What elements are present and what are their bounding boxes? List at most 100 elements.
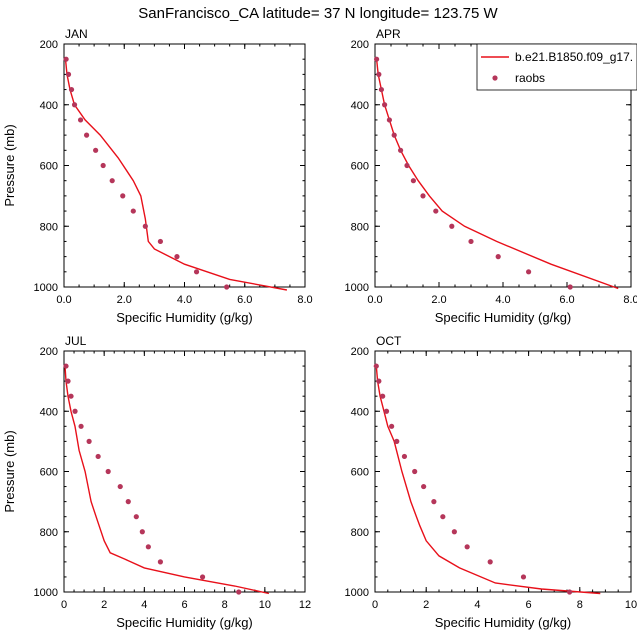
raobs-point (451, 529, 457, 535)
raobs-point (193, 269, 200, 275)
raobs-point (71, 102, 78, 108)
y-axis-label: Pressure (mb) (2, 124, 17, 206)
x-tick-label: 10 (625, 599, 637, 611)
x-tick-label: 0.0 (367, 294, 382, 306)
raobs-point (68, 393, 74, 399)
raobs-point (63, 56, 69, 62)
x-tick-label: 8 (577, 599, 583, 611)
y-tick-label: 200 (40, 346, 58, 358)
raobs-point (77, 117, 84, 123)
raobs-point (224, 284, 230, 290)
raobs-point (199, 574, 206, 580)
raobs-point (520, 574, 527, 580)
y-axis-label: Pressure (mb) (2, 430, 17, 512)
raobs-point (401, 453, 408, 460)
raobs-point (566, 589, 573, 595)
y-tick-label: 200 (351, 346, 369, 358)
raobs-point (174, 254, 180, 260)
raobs-point (133, 514, 139, 520)
y-tick-label: 200 (351, 39, 369, 51)
model-line (64, 366, 270, 595)
raobs-point (420, 193, 426, 199)
panel-oct: OCT 0 2 4 6 8 10 200 400 600 800 1000 Specific Humid… (345, 334, 637, 630)
raobs-point (376, 378, 382, 384)
raobs-point (95, 453, 101, 460)
raobs-point (139, 529, 145, 535)
legend-raobs-label: raobs (515, 71, 545, 85)
y-tick-label: 800 (40, 527, 58, 539)
y-tick-label: 400 (40, 100, 58, 112)
x-axis-label: Specific Humidity (g/kg) (435, 310, 572, 325)
raobs-point (383, 408, 390, 414)
raobs-point (431, 499, 437, 505)
x-tick-label: 4 (141, 599, 147, 611)
raobs-point (65, 378, 71, 384)
x-tick-label: 0 (372, 599, 378, 611)
raobs-point (157, 559, 163, 565)
plot-frame (63, 350, 306, 593)
x-tick-label: 0.0 (56, 294, 71, 306)
raobs-point (68, 86, 75, 93)
raobs-point (526, 269, 532, 275)
raobs-point (440, 514, 446, 520)
raobs-point (117, 483, 123, 490)
x-tick-label: 6 (181, 599, 187, 611)
y-tick-label: 200 (40, 39, 58, 51)
x-tick-label: 6.0 (559, 294, 574, 306)
y-tick-label: 600 (351, 467, 369, 479)
panel-title: JUL (65, 334, 87, 348)
x-tick-label: 2 (423, 599, 429, 611)
raobs-point (464, 544, 470, 550)
y-tick-label: 600 (351, 161, 369, 173)
raobs-point (410, 178, 416, 184)
y-tick-label: 800 (351, 221, 369, 233)
raobs-point (404, 162, 410, 169)
x-axis-label: Specific Humidity (g/kg) (116, 615, 253, 630)
y-tick-label: 1000 (345, 282, 369, 294)
raobs-point (382, 102, 388, 108)
y-tick-label: 400 (351, 100, 369, 112)
raobs-point (78, 423, 84, 429)
x-tick-label: 2.0 (117, 294, 132, 306)
raobs-point (567, 284, 573, 290)
legend: b.e21.B1850.f09_g17.raobs (476, 43, 637, 91)
raobs-point (100, 162, 106, 169)
x-tick-label: 6.0 (237, 294, 252, 306)
y-tick-label: 800 (40, 221, 58, 233)
raobs-point (421, 483, 427, 490)
figure-title: SanFrancisco_CA latitude= 37 N longitude… (138, 5, 498, 22)
x-tick-label: 8 (222, 599, 228, 611)
y-tick-label: 600 (40, 161, 58, 173)
raobs-point (145, 544, 151, 550)
raobs-point (391, 132, 397, 138)
y-tick-label: 600 (40, 467, 58, 479)
raobs-point (468, 238, 474, 245)
y-tick-label: 400 (40, 406, 58, 418)
raobs-point (63, 363, 69, 369)
plot-frame (63, 43, 306, 288)
model-line (375, 366, 601, 595)
y-tick-label: 1000 (345, 587, 369, 599)
raobs-point (433, 208, 439, 214)
raobs-point (125, 499, 131, 505)
x-tick-label: 4.0 (177, 294, 192, 306)
legend-dot-swatch (492, 75, 498, 81)
raobs-point (373, 363, 379, 369)
model-line (64, 59, 288, 291)
raobs-point (495, 254, 501, 260)
x-tick-label: 10 (259, 599, 271, 611)
x-tick-label: 4.0 (495, 294, 510, 306)
raobs-point (109, 178, 115, 184)
raobs-point (374, 56, 380, 62)
raobs-point (83, 132, 90, 138)
y-tick-label: 800 (351, 527, 369, 539)
raobs-point (386, 117, 392, 123)
legend-model-label: b.e21.B1850.f09_g17. (515, 50, 633, 64)
raobs-point (93, 147, 99, 153)
y-tick-label: 400 (351, 406, 369, 418)
x-tick-label: 12 (299, 599, 311, 611)
raobs-point (412, 468, 418, 475)
x-tick-label: 2 (101, 599, 107, 611)
